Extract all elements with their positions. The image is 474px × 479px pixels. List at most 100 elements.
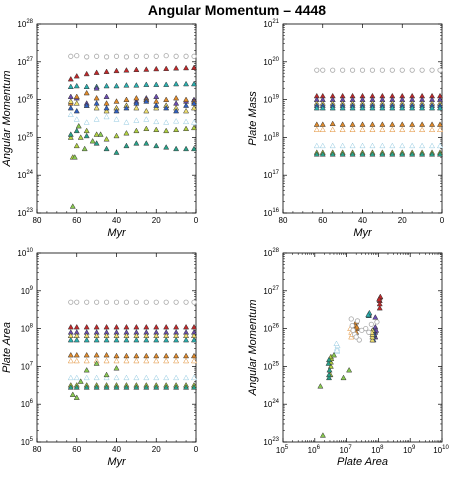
data-point bbox=[379, 151, 386, 157]
data-point bbox=[113, 299, 120, 305]
data-point bbox=[153, 299, 159, 305]
y-tick-label: 1010 bbox=[17, 248, 33, 258]
data-point bbox=[183, 53, 189, 59]
data-point bbox=[369, 67, 376, 73]
data-point bbox=[94, 53, 100, 59]
data-point bbox=[319, 142, 326, 149]
y-tick-label: 106 bbox=[21, 399, 34, 409]
data-point bbox=[153, 323, 160, 330]
data-point bbox=[83, 374, 90, 381]
plot-frame bbox=[36, 252, 197, 443]
data-point bbox=[93, 360, 100, 366]
series-7 bbox=[333, 340, 341, 354]
data-point bbox=[77, 378, 84, 384]
y-tick-label: 107 bbox=[21, 361, 34, 371]
series-2 bbox=[67, 329, 198, 335]
data-point bbox=[339, 151, 346, 157]
data-point bbox=[73, 384, 80, 390]
data-point bbox=[173, 80, 180, 87]
data-point bbox=[436, 142, 444, 149]
data-point bbox=[69, 203, 76, 209]
y-axis-label: Plate Area bbox=[1, 322, 13, 373]
x-tick-label: 106 bbox=[308, 445, 321, 455]
data-point bbox=[329, 104, 336, 111]
data-point bbox=[163, 127, 170, 134]
x-tick-label: 0 bbox=[440, 216, 445, 225]
data-point bbox=[103, 374, 110, 381]
data-point bbox=[103, 357, 110, 364]
x-axis-label: Myr bbox=[107, 456, 127, 468]
data-point bbox=[113, 336, 120, 343]
data-point bbox=[190, 323, 198, 330]
data-point bbox=[346, 366, 353, 373]
data-point bbox=[83, 323, 90, 330]
data-point bbox=[334, 346, 341, 353]
data-point bbox=[340, 67, 346, 73]
data-point bbox=[163, 374, 170, 381]
y-tick-label: 1025 bbox=[263, 361, 279, 371]
series-7 bbox=[313, 126, 444, 133]
data-point bbox=[183, 384, 190, 390]
data-point bbox=[73, 142, 80, 149]
data-point bbox=[73, 107, 80, 114]
data-point bbox=[103, 299, 110, 305]
data-point bbox=[123, 357, 130, 364]
data-point bbox=[123, 352, 130, 359]
data-point bbox=[93, 94, 100, 101]
data-point bbox=[73, 323, 80, 330]
data-point bbox=[183, 323, 190, 330]
data-point bbox=[313, 121, 320, 127]
data-point bbox=[190, 357, 198, 364]
x-tick-label: 0 bbox=[194, 216, 199, 225]
data-point bbox=[67, 104, 74, 111]
data-point bbox=[103, 384, 110, 390]
x-tick-label: 40 bbox=[112, 445, 121, 454]
data-point bbox=[419, 151, 426, 157]
data-point bbox=[153, 336, 160, 343]
data-point bbox=[93, 336, 100, 343]
data-point bbox=[103, 93, 110, 99]
data-point bbox=[143, 98, 150, 104]
data-point bbox=[190, 145, 198, 152]
data-point bbox=[73, 336, 80, 343]
data-point bbox=[366, 329, 372, 335]
data-point bbox=[83, 102, 90, 108]
data-point bbox=[369, 336, 376, 343]
data-point bbox=[349, 142, 356, 149]
data-point bbox=[369, 151, 376, 157]
series-7 bbox=[67, 374, 198, 381]
data-point bbox=[103, 136, 110, 142]
data-point bbox=[339, 126, 346, 133]
chart-panel-area-time: 105 106 107 108 109 1010 80 60 40 20 0 Myr Plate Are… bbox=[1, 248, 199, 468]
series-4 bbox=[67, 336, 198, 343]
data-point bbox=[436, 104, 444, 111]
x-tick-label: 107 bbox=[339, 445, 352, 455]
series-6 bbox=[67, 357, 198, 364]
data-point bbox=[153, 142, 160, 149]
data-point bbox=[113, 132, 120, 139]
data-point bbox=[349, 121, 356, 127]
series-10 bbox=[313, 151, 444, 157]
data-point bbox=[359, 104, 366, 111]
y-tick-label: 1019 bbox=[263, 95, 279, 105]
y-tick-label: 1018 bbox=[263, 132, 279, 142]
data-point bbox=[67, 83, 74, 89]
data-point bbox=[183, 118, 190, 125]
data-point bbox=[113, 323, 120, 330]
y-tick-label: 1028 bbox=[17, 19, 33, 29]
data-point bbox=[436, 151, 444, 157]
data-point bbox=[67, 323, 74, 330]
data-point bbox=[409, 126, 416, 133]
data-point bbox=[325, 371, 333, 378]
data-point bbox=[359, 151, 366, 157]
series-0 bbox=[376, 293, 384, 311]
data-point bbox=[163, 144, 170, 150]
data-point bbox=[83, 357, 90, 364]
chart-panel-am-time: 1023 1024 1025 1026 1027 1028 80 60 40 20 0 Myr Angu… bbox=[1, 19, 199, 239]
data-point bbox=[330, 351, 337, 358]
data-point bbox=[163, 299, 169, 305]
x-tick-label: 20 bbox=[398, 216, 407, 225]
data-point bbox=[153, 81, 160, 87]
data-point bbox=[365, 311, 372, 318]
data-point bbox=[143, 384, 150, 390]
